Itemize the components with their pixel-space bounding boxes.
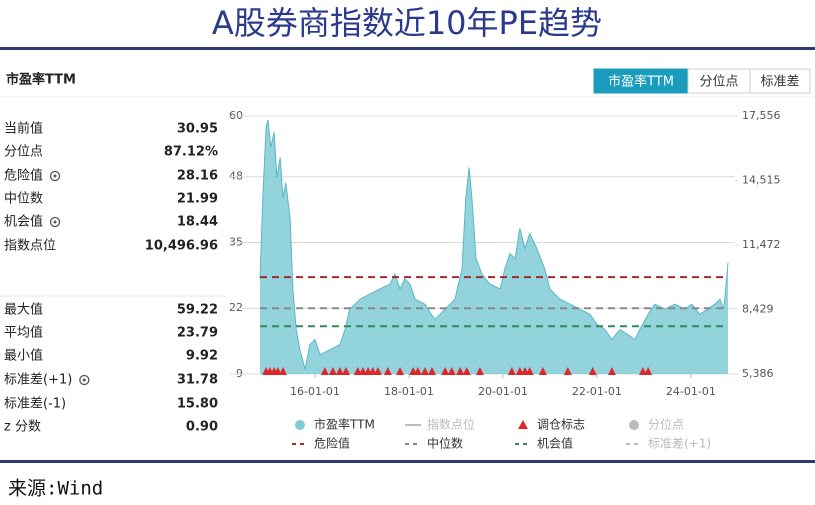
y2-tick-label: 17,556 (742, 109, 781, 122)
stat-value: 15.80 (177, 397, 218, 412)
stat-value: 9.92 (186, 349, 218, 364)
y2-tick-label: 11,472 (742, 238, 781, 251)
stat-label: z 分数 (4, 420, 41, 435)
tab-label[interactable]: 标准差 (760, 75, 799, 90)
settings-icon-dot (53, 174, 57, 178)
area-fill (260, 119, 728, 375)
rebalance-marker (507, 367, 516, 375)
stat-value: 30.95 (177, 122, 218, 137)
stat-value: 0.90 (186, 420, 218, 435)
stat-value: 28.16 (177, 169, 218, 184)
area-line (259, 119, 729, 370)
top-rule (0, 47, 815, 50)
stat-label: 分位点 (4, 145, 43, 160)
tab-label[interactable]: 市盈率TTM (608, 74, 674, 90)
x-tick-label: 22-01-01 (572, 385, 622, 398)
rebalance-marker (427, 367, 436, 375)
legend-symbol[interactable] (295, 420, 305, 430)
stat-value: 23.79 (177, 326, 218, 341)
settings-icon-dot (82, 378, 86, 382)
x-tick-label: 20-01-01 (478, 385, 528, 398)
rebalance-marker (607, 367, 616, 375)
stat-value: 87.12% (164, 145, 218, 160)
rebalance-marker (441, 367, 450, 375)
stat-label: 最小值 (4, 348, 43, 364)
legend-label[interactable]: 中位数 (427, 436, 463, 451)
rebalance-marker (420, 367, 429, 375)
rebalance-marker (413, 367, 422, 375)
legend-symbol[interactable] (629, 420, 639, 430)
tab-label[interactable]: 分位点 (699, 75, 738, 90)
legend-label[interactable]: 分位点 (648, 417, 684, 432)
legend-symbol[interactable] (518, 420, 528, 429)
rebalance-marker (462, 367, 471, 375)
stat-label: 标准差(+1) (4, 373, 72, 388)
rebalance-marker (341, 367, 350, 375)
rebalance-marker (383, 367, 392, 375)
stat-value: 10,496.96 (145, 239, 218, 254)
rebalance-marker (279, 367, 288, 375)
rebalance-marker (644, 367, 653, 375)
stat-value: 59.22 (177, 303, 218, 318)
stat-label: 指数点位 (4, 239, 56, 254)
legend-label[interactable]: 调仓标志 (537, 418, 585, 432)
settings-icon-dot (53, 220, 57, 224)
rebalance-marker (588, 367, 597, 375)
y2-tick-label: 8,429 (742, 302, 774, 315)
stat-label: 平均值 (4, 325, 43, 341)
rebalance-marker (456, 367, 465, 375)
rebalance-marker (525, 367, 534, 375)
stat-label: 危险值 (4, 168, 43, 184)
rebalance-marker (273, 367, 282, 375)
rebalance-marker (373, 367, 382, 375)
rebalance-marker (320, 367, 329, 375)
settings-icon[interactable] (79, 374, 90, 386)
rebalance-marker (515, 367, 524, 375)
legend-label[interactable]: 机会值 (537, 436, 573, 451)
legend-label[interactable]: 市盈率TTM (314, 417, 375, 432)
legend-label[interactable]: 危险值 (314, 436, 350, 451)
bottom-rule (0, 460, 815, 463)
page-title: A股券商指数近10年PE趋势 (212, 4, 602, 42)
tab[interactable] (593, 68, 689, 94)
settings-icon[interactable] (49, 216, 61, 228)
legend-label[interactable]: 标准差(+1) (648, 437, 711, 451)
tab[interactable] (749, 68, 811, 94)
x-tick-label: 18-01-01 (384, 385, 434, 398)
tab[interactable] (687, 68, 751, 94)
source: 来源:Wind (8, 478, 103, 500)
y2-tick-label: 14,515 (742, 173, 781, 186)
rebalance-marker (358, 367, 367, 375)
rebalance-marker (396, 367, 405, 375)
rebalance-marker (335, 367, 344, 375)
stats-heading: 市盈率TTM (6, 72, 76, 88)
stat-value: 31.78 (177, 373, 218, 388)
stat-value: 21.99 (177, 192, 218, 207)
stat-label: 中位数 (4, 192, 43, 207)
stat-label: 机会值 (4, 214, 43, 230)
settings-icon[interactable] (49, 170, 61, 182)
y2-tick-label: 5,386 (742, 367, 774, 380)
rebalance-marker (368, 367, 377, 375)
rebalance-marker (353, 367, 362, 375)
rebalance-marker (328, 367, 337, 375)
rebalance-marker (563, 367, 572, 375)
stat-label: 当前值 (4, 121, 43, 137)
rebalance-marker (475, 367, 484, 375)
rebalance-marker (638, 367, 647, 375)
legend-label[interactable]: 指数点位 (427, 417, 475, 432)
rebalance-marker (447, 367, 456, 375)
x-tick-label: 24-01-01 (666, 385, 716, 398)
stat-label: 最大值 (4, 302, 43, 318)
rebalance-marker (538, 367, 547, 375)
stat-label: 标准差(-1) (4, 397, 66, 412)
stat-value: 18.44 (177, 215, 218, 230)
x-tick-label: 16-01-01 (290, 385, 340, 398)
